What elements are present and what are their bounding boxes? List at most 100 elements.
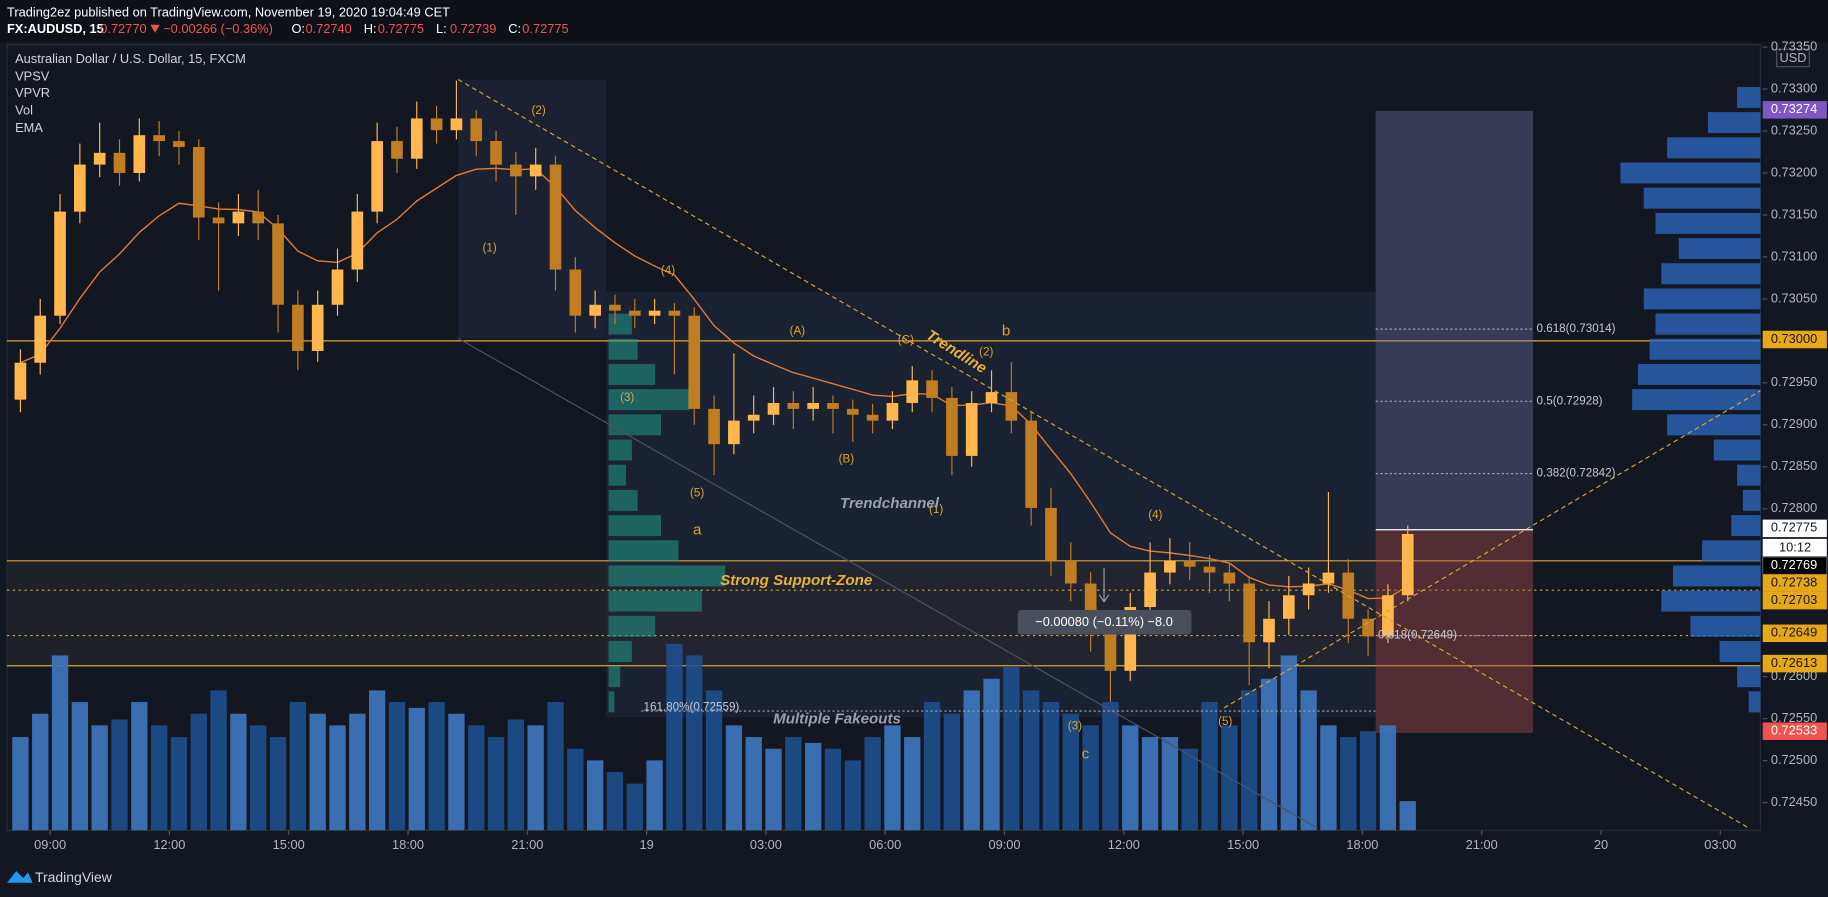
x-tick-label: 21:00 (1466, 837, 1498, 852)
vpvr-bar (1748, 691, 1761, 713)
volume-bar (606, 772, 624, 831)
price-label: 0.72775 (1771, 520, 1817, 535)
x-tick-label: 18:00 (1346, 837, 1378, 852)
vpvr-bar (1667, 137, 1761, 159)
candle-body (985, 392, 998, 404)
volume-bar (765, 748, 782, 831)
candle-body (529, 164, 542, 177)
candle-body (113, 152, 126, 173)
candle-body (1104, 630, 1117, 671)
volume-bar (1300, 690, 1317, 831)
indicator: Vol (15, 102, 33, 117)
vpsv-bar (608, 590, 702, 612)
candle-body (252, 211, 265, 224)
main-layer (14, 80, 1414, 702)
volume-bar (1260, 678, 1278, 831)
annotation: Strong Support-Zone (720, 572, 872, 589)
x-tick-label: 03:00 (1704, 837, 1736, 852)
fib-label: 0.5(0.72928) (1537, 394, 1603, 407)
candle-body (827, 403, 839, 409)
candle-body (212, 217, 225, 224)
volume-bar (1082, 725, 1099, 831)
vpvr-bar (1661, 263, 1761, 285)
volume-bar (745, 737, 762, 831)
volume-bar (626, 783, 643, 831)
candle-body (74, 164, 86, 212)
candle-body (1401, 533, 1414, 596)
tv-logo (6, 871, 33, 883)
candle-body (609, 304, 621, 311)
volume-bar (349, 713, 366, 831)
vpsv-bar (608, 540, 679, 562)
candle-body (965, 403, 978, 456)
y-tick-label: 0.72450 (1771, 794, 1817, 809)
vpsv-bar (608, 414, 662, 436)
price-label-box (1762, 101, 1827, 119)
volume-bar (1042, 702, 1060, 831)
vpsv-bar (608, 313, 632, 335)
measure-arrow-head (1098, 594, 1110, 603)
candle-body (688, 315, 701, 409)
measure-box (1017, 609, 1192, 635)
symbol: FX:AUDUSD, 15 (7, 21, 104, 36)
candle-body (1263, 618, 1275, 643)
countdown: 10:12 (1779, 540, 1811, 555)
volume-bar (71, 702, 89, 831)
candle-body (1382, 595, 1394, 637)
vpvr-bar (1643, 187, 1761, 209)
volume-bar (309, 713, 326, 831)
volume-bar (705, 690, 723, 831)
annotation: (5) (1218, 715, 1232, 728)
x-tick-label: 03:00 (750, 837, 782, 852)
candle-body (371, 141, 383, 212)
candle-body (173, 141, 185, 147)
candle-body (926, 380, 938, 398)
volume-bar (388, 702, 406, 831)
vpsv-bar (608, 363, 656, 385)
volume-bar (1399, 801, 1416, 831)
volume-bar (368, 690, 386, 831)
vpsv-bar (608, 691, 615, 713)
candle-body (648, 310, 661, 316)
volume-bar (329, 725, 346, 831)
volume-bar (567, 748, 584, 831)
annotation: (2) (979, 345, 993, 358)
annotation: Multiple Fakeouts (773, 711, 901, 728)
candle-body (430, 118, 443, 131)
candle-body (93, 152, 106, 165)
vpvr-bar (1632, 389, 1761, 411)
candle-body (14, 362, 27, 400)
price-label: 0.72649 (1771, 625, 1817, 640)
x-tick-label: 12:00 (1108, 837, 1140, 852)
x-tick-label: 15:00 (1227, 837, 1259, 852)
ohlc-value: 0.72739 (450, 21, 496, 36)
brand: TradingView (35, 869, 113, 885)
vpsv-bar (608, 338, 638, 360)
candle-body (628, 310, 641, 316)
ohlc-value: 0.72740 (305, 21, 351, 36)
candle-body (728, 420, 740, 445)
x-tick-label: 12:00 (153, 837, 185, 852)
vpsv-zone (458, 79, 607, 339)
volume-bar (844, 760, 861, 831)
vpvr-bar (1655, 313, 1761, 335)
volume-bar (785, 737, 802, 831)
volume-layer (12, 643, 1416, 831)
volume-bar (210, 690, 227, 831)
vpsv-bar (608, 666, 621, 688)
x-tick-label: 18:00 (392, 837, 424, 852)
fib-label: 161.80%(0.72559) (644, 701, 740, 714)
candle-body (866, 414, 879, 421)
volume-bar (111, 719, 128, 831)
vpvr-bar (1707, 112, 1761, 134)
candle-body (668, 310, 681, 316)
candle-body (1302, 583, 1315, 596)
annotation: (3) (620, 391, 634, 404)
volume-bar (884, 725, 901, 831)
candle-body (569, 269, 582, 316)
vpvr-bar (1713, 439, 1761, 461)
candle-body (787, 403, 800, 409)
volume-bar (586, 760, 604, 831)
volume-bar (527, 725, 544, 831)
